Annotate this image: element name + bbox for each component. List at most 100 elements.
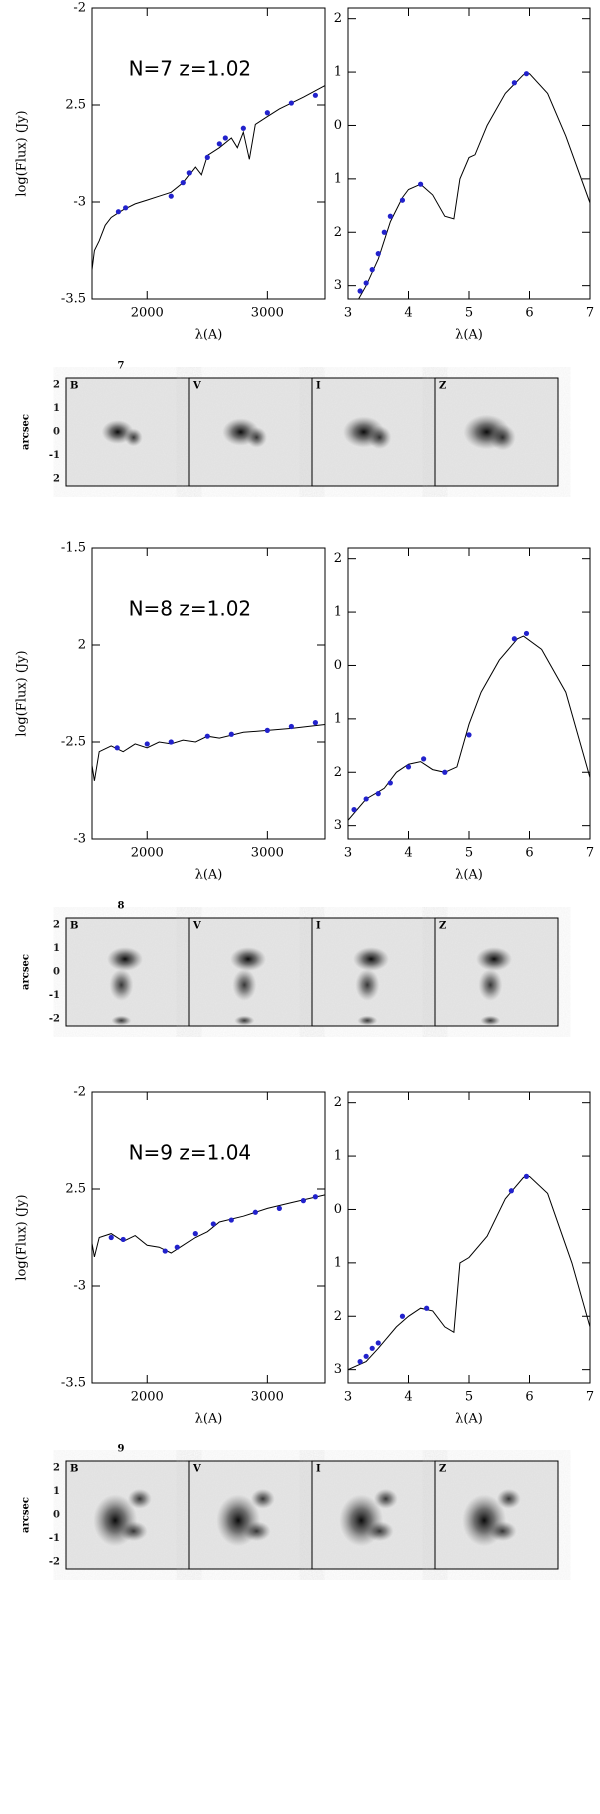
y-axis-label: log(Flux) (Jy)	[15, 1194, 30, 1280]
data-point	[387, 213, 393, 219]
x-tick-label: 3000	[251, 846, 284, 861]
data-point	[120, 1236, 126, 1243]
stamp-y-tick-label: -1	[49, 990, 60, 1001]
model-line	[92, 1194, 325, 1258]
y-tick-label: -2.5	[61, 735, 86, 750]
data-point	[511, 80, 517, 86]
data-point	[399, 197, 406, 203]
x-tick-label: 7	[586, 846, 594, 861]
data-point	[363, 280, 369, 286]
x-axis-label: λ(A)	[455, 328, 483, 343]
y-tick-label: -3	[73, 832, 86, 847]
data-point	[210, 1221, 216, 1227]
galaxy	[246, 427, 267, 448]
plot-frame	[347, 547, 591, 840]
y-tick-label: 1	[334, 605, 342, 620]
plot-frame	[347, 1091, 591, 1384]
x-axis-label: λ(A)	[455, 1412, 483, 1427]
x-tick-label: 5	[465, 306, 473, 321]
data-point	[399, 1313, 406, 1319]
galaxy	[496, 1488, 521, 1509]
y-tick-label: 1	[334, 65, 342, 80]
data-point	[523, 71, 530, 77]
y-tick-label: 2	[334, 765, 342, 780]
y-tick-label: 1	[334, 1255, 342, 1270]
galaxy	[230, 947, 267, 972]
data-point	[442, 769, 448, 775]
band-label: I	[316, 381, 321, 392]
data-point	[351, 807, 357, 813]
data-point	[312, 92, 318, 98]
data-point	[421, 756, 427, 762]
galaxy	[109, 968, 134, 1001]
x-tick-label: 6	[525, 306, 533, 321]
galaxy	[119, 1521, 148, 1542]
band-label: I	[316, 921, 321, 932]
y-tick-label: 2	[78, 638, 86, 653]
data-point	[523, 630, 530, 637]
band-label: B	[70, 1464, 78, 1475]
y-tick-label: 2	[334, 11, 342, 26]
stamp-y-tick-label: 0	[53, 427, 60, 438]
galaxy	[480, 1015, 501, 1026]
y-tick-label: 0	[334, 658, 342, 673]
data-point	[123, 205, 129, 211]
model-line	[358, 73, 590, 299]
band-label: Z	[439, 381, 446, 392]
plot-frame	[347, 7, 591, 300]
stamp-y-tick-label: 1	[53, 943, 60, 954]
y-tick-label: 2	[334, 225, 342, 240]
y-tick-label: 2	[334, 551, 342, 566]
x-tick-label: 4	[404, 846, 412, 861]
y-tick-label: 2	[334, 1095, 342, 1110]
stamp-y-label: arcsec	[21, 954, 32, 990]
data-point	[180, 180, 186, 186]
y-tick-label: 3	[334, 818, 342, 833]
galaxy	[250, 1488, 275, 1509]
data-point	[276, 1205, 282, 1211]
data-point	[186, 170, 192, 176]
model-line	[348, 1175, 590, 1371]
plot-frame	[91, 7, 326, 300]
band-label: B	[70, 381, 78, 392]
stamp-y-tick-label: -1	[49, 450, 60, 461]
data-point	[192, 1231, 198, 1237]
data-point	[405, 764, 412, 770]
galaxy	[127, 1488, 152, 1509]
x-tick-label: 3	[344, 1390, 352, 1405]
data-point	[363, 1353, 369, 1359]
band-label: V	[192, 921, 201, 932]
stamp-y-tick-label: 2	[53, 1463, 60, 1474]
band-label: I	[316, 1464, 321, 1475]
y-tick-label: 2.5	[65, 1182, 86, 1197]
stamp-y-tick-label: 2	[53, 380, 60, 391]
x-tick-label: 7	[586, 1390, 594, 1405]
y-axis-label: log(Flux) (Jy)	[15, 650, 30, 736]
y-tick-label: -3	[73, 195, 86, 210]
galaxy	[476, 947, 513, 972]
plot-frame	[91, 1091, 326, 1384]
galaxy	[355, 968, 380, 1001]
x-tick-label: 3	[344, 846, 352, 861]
band-label: B	[70, 921, 78, 932]
data-point	[288, 100, 294, 106]
data-point	[363, 796, 369, 802]
stamp-y-tick-label: 2	[53, 473, 60, 484]
data-point	[144, 741, 150, 747]
x-tick-label: 3000	[251, 306, 284, 321]
data-point	[216, 141, 222, 147]
stamp-y-tick-label: 1	[53, 1486, 60, 1497]
data-point	[375, 1340, 381, 1346]
galaxy	[111, 1015, 132, 1026]
x-tick-label: 3000	[251, 1390, 284, 1405]
data-point	[357, 1359, 363, 1365]
annotation: N=7 z=1.02	[129, 57, 252, 81]
y-axis-label: log(Flux) (Jy)	[15, 110, 30, 196]
y-tick-label: -3.5	[61, 292, 86, 307]
annotation: N=8 z=1.02	[129, 597, 252, 621]
galaxy	[232, 968, 257, 1001]
stamp-frame	[434, 377, 559, 487]
x-axis-label: λ(A)	[195, 328, 223, 343]
stamp-y-tick-label: -2	[49, 1013, 60, 1024]
